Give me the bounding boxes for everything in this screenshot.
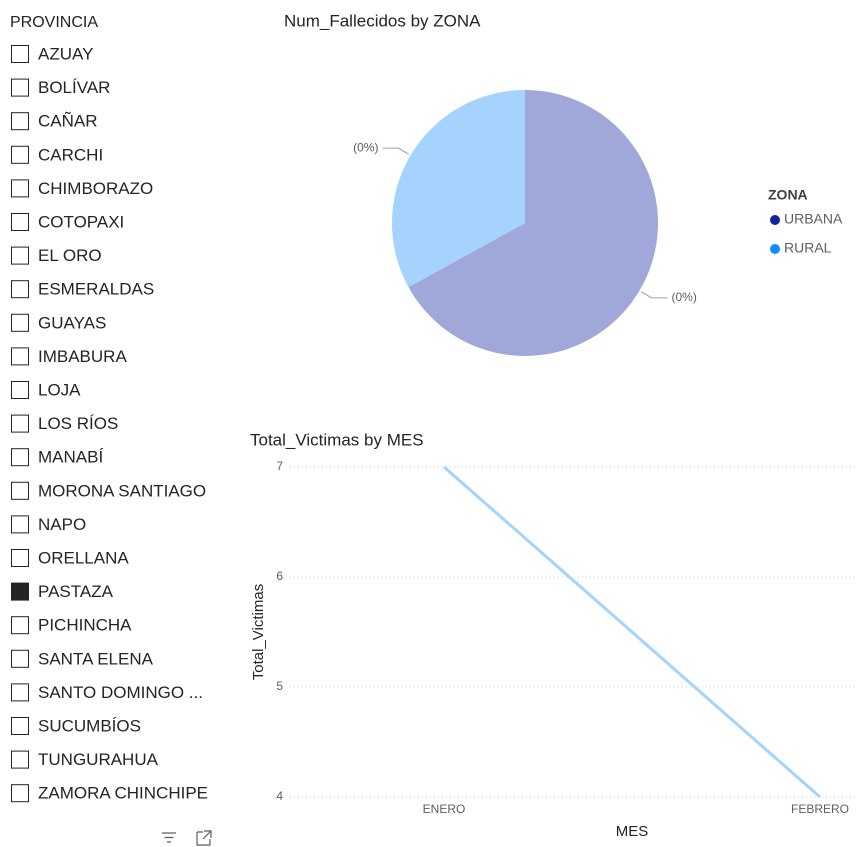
slicer-checkbox[interactable]	[11, 45, 29, 63]
slicer-checkbox[interactable]	[11, 112, 29, 131]
filter-icon[interactable]	[162, 832, 176, 843]
slicer-item[interactable]: GUAYAS	[38, 313, 106, 332]
slicer-item[interactable]: ZAMORA CHINCHIPE	[38, 784, 208, 803]
slicer-checkbox[interactable]	[11, 549, 29, 567]
slicer-checkbox[interactable]	[11, 717, 29, 735]
slicer-checkbox[interactable]	[11, 145, 29, 164]
slicer-checkbox[interactable]	[11, 784, 29, 803]
leader-line	[640, 291, 668, 299]
slicer-checkbox[interactable]	[11, 179, 29, 198]
pie-slice[interactable]	[408, 90, 658, 356]
slicer-checkbox[interactable]	[11, 582, 29, 601]
slicer-title: PROVINCIA	[10, 14, 98, 31]
focus-icon[interactable]	[196, 830, 212, 846]
slicer-checkbox[interactable]	[11, 515, 29, 534]
slicer-item[interactable]: CHIMBORAZO	[38, 179, 153, 198]
y-tick-label: 5	[276, 679, 283, 693]
slicer-icons	[162, 830, 212, 846]
x-axis-title: MES	[616, 823, 649, 840]
slicer-checkbox[interactable]	[11, 246, 29, 265]
chart-title: Num_Fallecidos by ZONA	[284, 11, 481, 30]
slicer-item[interactable]: MORONA SANTIAGO	[38, 481, 206, 500]
slicer-checkbox[interactable]	[11, 750, 29, 769]
slicer-checkbox[interactable]	[11, 347, 29, 366]
pie-slice[interactable]	[391, 90, 525, 288]
slicer-item[interactable]: SANTA ELENA	[38, 649, 154, 668]
slicer-checkbox[interactable]	[11, 280, 29, 299]
legend-label[interactable]: URBANA	[784, 211, 843, 227]
slicer-checkbox[interactable]	[11, 313, 29, 332]
y-tick-label: 7	[276, 459, 283, 473]
chart-title: Total_Victimas by MES	[250, 430, 424, 449]
slicer-item[interactable]: NAPO	[38, 515, 86, 534]
slicer-checkbox[interactable]	[11, 649, 29, 668]
slicer-checkbox[interactable]	[11, 414, 29, 433]
slicer-item[interactable]: EL ORO	[38, 246, 102, 265]
slicer-item[interactable]: BOLÍVAR	[38, 78, 110, 97]
slicer-item[interactable]: SUCUMBÍOS	[38, 716, 141, 735]
slicer-item[interactable]: IMBABURA	[38, 347, 127, 366]
legend-title: ZONA	[768, 187, 808, 203]
data-label: (0%)	[353, 140, 378, 154]
slicer-item[interactable]: CARCHI	[38, 145, 103, 164]
slicer-item[interactable]: MANABÍ	[38, 448, 103, 467]
y-axis-title: Total_Victimas	[250, 584, 267, 680]
slicer-item[interactable]: ORELLANA	[38, 548, 129, 567]
slicer-item[interactable]: AZUAY	[38, 44, 93, 63]
x-tick-label: ENERO	[423, 802, 466, 816]
slicer-item[interactable]: PICHINCHA	[38, 616, 132, 635]
slicer-item[interactable]: TUNGURAHUA	[38, 750, 159, 769]
slicer-checkbox[interactable]	[11, 683, 29, 702]
slicer-checkbox[interactable]	[11, 381, 29, 399]
line-series[interactable]	[443, 465, 821, 799]
slicer-item[interactable]: ESMERALDAS	[38, 280, 154, 299]
slicer-checkbox[interactable]	[11, 78, 29, 97]
slicer-item[interactable]: CAÑAR	[38, 112, 98, 131]
x-tick-label: FEBRERO	[791, 802, 849, 816]
slicer-checkbox[interactable]	[11, 481, 29, 500]
slicer-checkbox[interactable]	[11, 448, 29, 467]
data-label: (0%)	[672, 290, 697, 304]
y-tick-label: 6	[276, 569, 283, 583]
slicer-item[interactable]: SANTO DOMINGO ...	[38, 683, 203, 702]
legend-label[interactable]: RURAL	[784, 240, 832, 256]
slicer-item[interactable]: LOJA	[38, 380, 81, 399]
legend-marker[interactable]	[770, 244, 780, 254]
slicer-item[interactable]: COTOPAXI	[38, 212, 124, 231]
slicer-checkbox[interactable]	[11, 616, 29, 635]
slicer-checkbox[interactable]	[11, 213, 29, 231]
leader-line	[382, 147, 410, 155]
slicer-item[interactable]: LOS RÍOS	[38, 414, 118, 433]
legend-marker[interactable]	[770, 215, 780, 225]
slicer-item[interactable]: PASTAZA	[38, 582, 114, 601]
y-tick-label: 4	[276, 789, 283, 803]
